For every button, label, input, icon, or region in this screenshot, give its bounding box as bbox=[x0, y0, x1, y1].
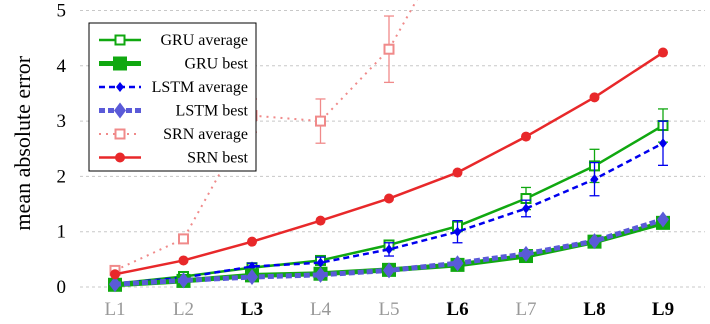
legend-swatch-marker bbox=[114, 102, 126, 119]
data-point bbox=[383, 262, 395, 279]
legend-label: SRN best bbox=[187, 150, 248, 167]
data-point bbox=[315, 115, 326, 127]
legend-label: GRU best bbox=[184, 56, 248, 73]
y-axis: 0 1 2 3 4 5 bbox=[57, 1, 67, 299]
data-point bbox=[452, 167, 463, 178]
x-tick-label: L7 bbox=[515, 299, 536, 320]
data-point bbox=[589, 92, 600, 103]
legend-box bbox=[88, 22, 257, 172]
y-tick-label: 5 bbox=[57, 1, 67, 22]
legend-swatch-marker bbox=[114, 128, 126, 140]
legend-item: LSTM average bbox=[99, 79, 248, 96]
data-point bbox=[453, 226, 462, 237]
legend: GRU average GRU best LSTM average LSTM best… bbox=[88, 22, 257, 172]
data-point bbox=[316, 257, 325, 268]
legend-swatch-marker bbox=[113, 56, 127, 71]
data-point bbox=[314, 266, 327, 283]
x-tick-label: L9 bbox=[652, 299, 674, 320]
legend-item: GRU best bbox=[99, 56, 249, 73]
y-tick-label: 2 bbox=[57, 166, 67, 187]
series-srn-best bbox=[110, 47, 668, 280]
y-tick-label: 1 bbox=[57, 222, 67, 243]
series-line bbox=[114, 0, 418, 272]
legend-item: SRN average bbox=[99, 126, 248, 143]
x-tick-label: L2 bbox=[173, 299, 194, 320]
x-axis-ticks: L1 L2 L3 L4 L5 L6 L7 L8 L9 bbox=[104, 299, 674, 320]
legend-label: LSTM best bbox=[176, 103, 249, 120]
data-point bbox=[384, 193, 394, 204]
y-tick-label: 0 bbox=[57, 277, 67, 298]
x-tick-label: L5 bbox=[378, 299, 399, 320]
x-tick-label: L6 bbox=[446, 299, 468, 320]
data-point bbox=[521, 131, 531, 142]
legend-label: LSTM average bbox=[152, 79, 248, 96]
series-lstm-best bbox=[109, 211, 669, 293]
data-point bbox=[178, 255, 189, 266]
legend-label: SRN average bbox=[163, 126, 248, 143]
legend-swatch-marker bbox=[116, 82, 124, 92]
data-point bbox=[522, 203, 530, 214]
x-tick-label: L4 bbox=[310, 299, 332, 320]
legend-swatch-marker bbox=[115, 152, 125, 163]
data-point bbox=[246, 269, 258, 286]
x-tick-label: L1 bbox=[104, 299, 125, 320]
data-point bbox=[177, 272, 190, 289]
data-point bbox=[109, 276, 121, 293]
y-tick-label: 3 bbox=[57, 111, 67, 132]
data-point bbox=[315, 215, 326, 226]
data-point bbox=[588, 233, 601, 250]
data-point bbox=[247, 236, 257, 247]
y-tick-label: 4 bbox=[57, 56, 67, 77]
legend-item: LSTM best bbox=[99, 102, 249, 120]
data-point bbox=[659, 138, 667, 149]
data-point bbox=[383, 43, 395, 55]
data-point bbox=[385, 244, 393, 255]
y-axis-label: mean absolute error bbox=[10, 55, 35, 230]
data-point bbox=[178, 233, 189, 245]
data-point bbox=[658, 47, 668, 58]
data-point bbox=[657, 211, 669, 228]
x-tick-label: L3 bbox=[241, 299, 263, 320]
legend-item: SRN best bbox=[99, 150, 249, 167]
legend-label: GRU average bbox=[160, 32, 248, 49]
x-tick-label: L8 bbox=[583, 299, 605, 320]
data-point bbox=[451, 255, 464, 272]
data-point bbox=[520, 245, 532, 262]
series-line bbox=[114, 142, 664, 285]
data-point bbox=[110, 269, 120, 280]
legend-item: GRU average bbox=[99, 32, 248, 49]
data-point bbox=[590, 174, 599, 185]
legend-swatch-marker bbox=[114, 34, 126, 46]
